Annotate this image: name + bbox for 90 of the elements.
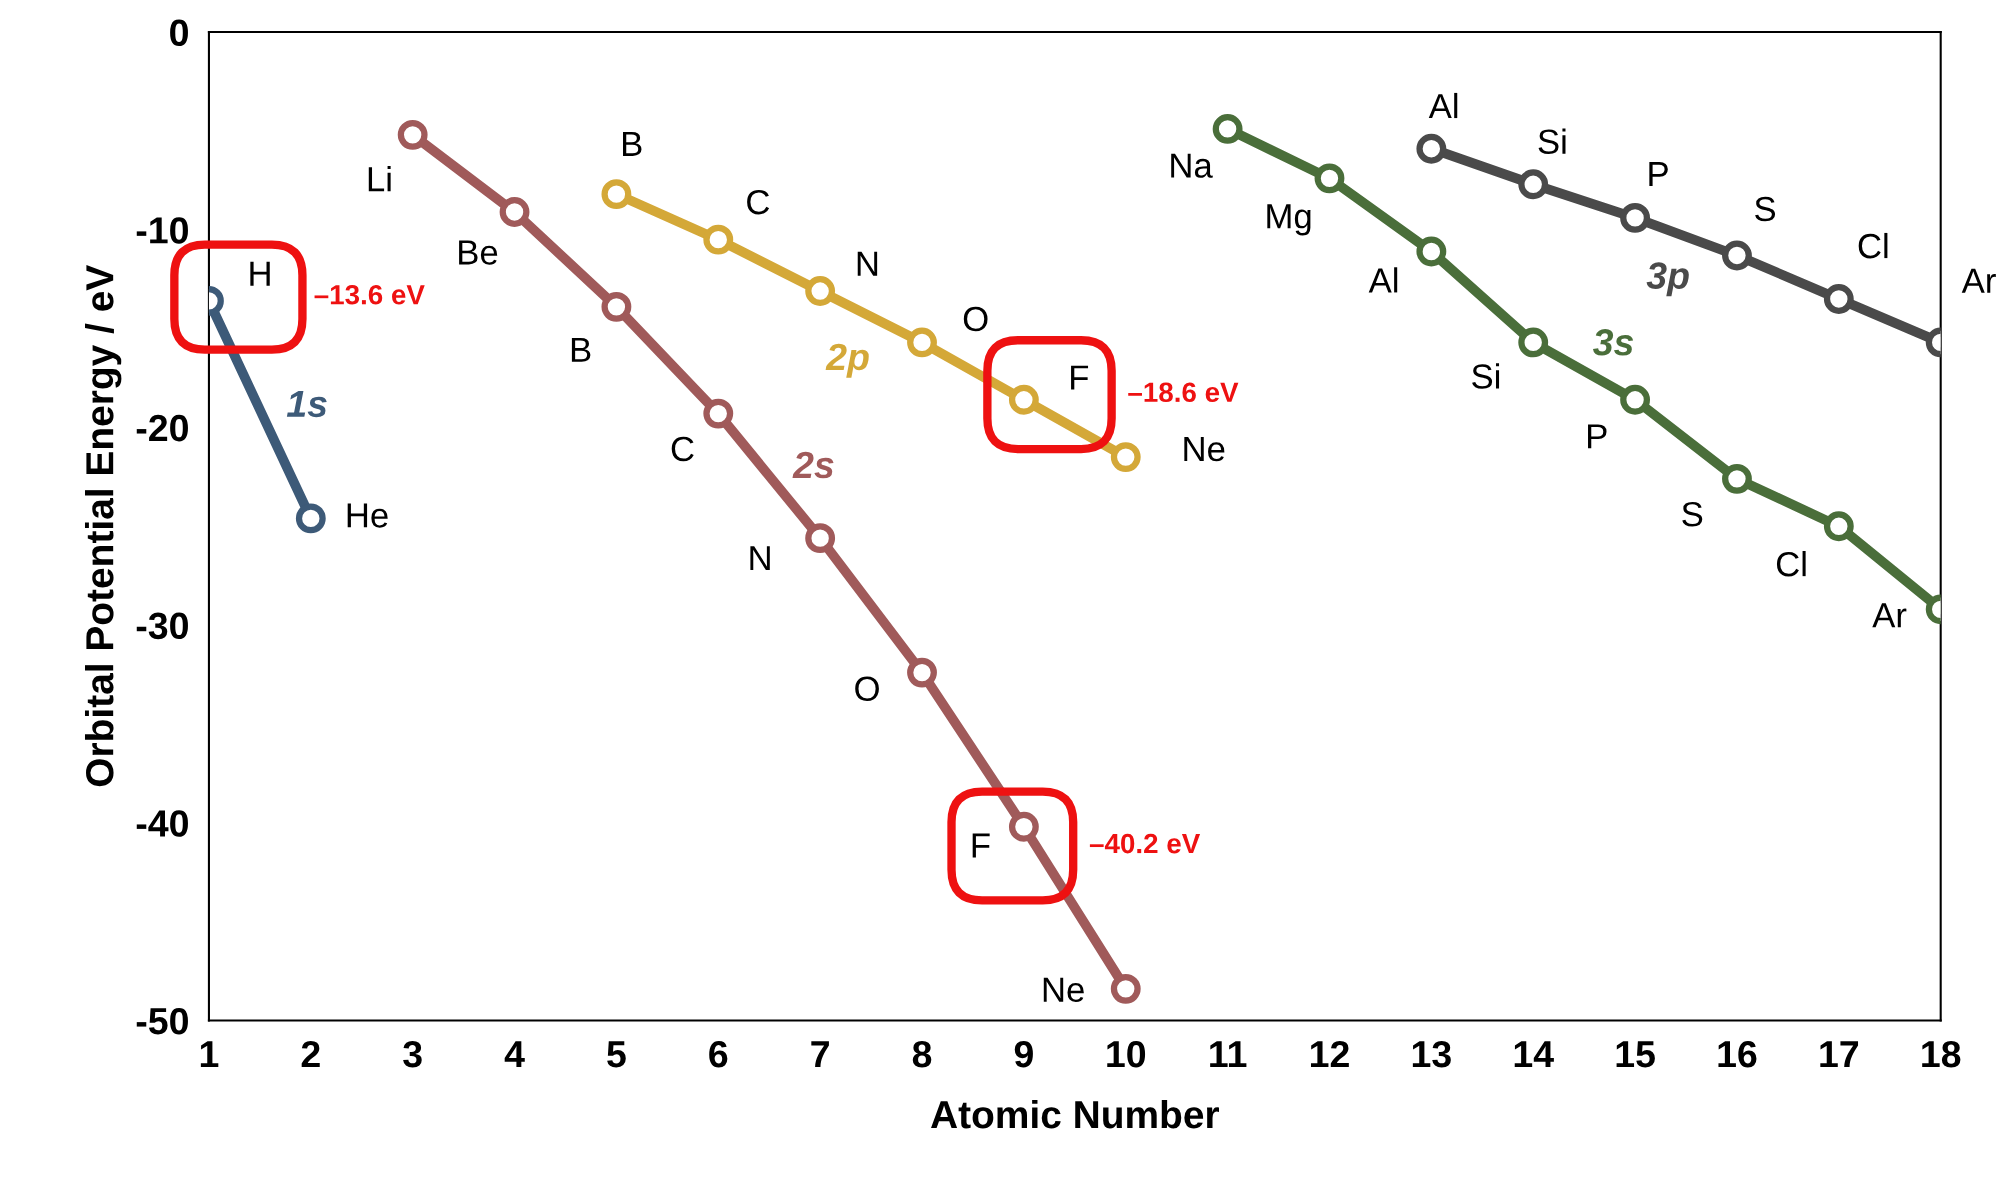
point	[907, 327, 937, 358]
annotation: –40.2 eV	[1089, 833, 1201, 854]
point	[1008, 811, 1039, 842]
annotation: C	[671, 436, 694, 462]
annotation: P	[1588, 424, 1607, 449]
annotation: Ar	[1872, 603, 1907, 628]
annotation: Si	[1538, 128, 1566, 154]
point	[1416, 236, 1447, 267]
annotation: Ar	[1961, 268, 1996, 293]
annotation: B	[623, 131, 642, 156]
point	[1518, 327, 1549, 358]
point	[1620, 384, 1651, 415]
point	[805, 523, 836, 554]
annotation: Na	[1171, 153, 1213, 178]
annotation: Al	[1428, 92, 1458, 119]
x-tick-label: 6	[709, 1040, 728, 1068]
annotation: Mg	[1267, 204, 1311, 236]
y-axis-title: Orbital Potential Energy / eV	[84, 265, 122, 787]
annotation: Al	[1368, 267, 1398, 293]
y-tick-label: 0	[170, 19, 188, 47]
annotation: O	[963, 306, 988, 332]
point	[805, 276, 836, 306]
annotation: H	[250, 261, 270, 286]
point	[1416, 133, 1447, 164]
point	[1110, 973, 1141, 1004]
annotation: –18.6 eV	[1128, 382, 1239, 403]
point	[397, 119, 428, 150]
point	[1722, 463, 1752, 494]
point	[1823, 284, 1854, 314]
x-tick-label: 17	[1820, 1041, 1859, 1068]
series-label: 2p	[825, 343, 869, 378]
x-tick-label: 12	[1310, 1040, 1349, 1068]
point	[1823, 511, 1854, 542]
annotation: Si	[1472, 363, 1500, 389]
x-tick-label: 1	[200, 1041, 219, 1068]
series-label: 3p	[1646, 262, 1689, 297]
x-tick-label: 16	[1718, 1040, 1757, 1068]
annotation: He	[347, 503, 388, 528]
y-tick-label: -20	[136, 414, 188, 442]
point	[601, 179, 632, 210]
point	[1722, 240, 1752, 271]
point	[703, 224, 734, 255]
annotation: –13.6 eV	[314, 284, 425, 305]
annotation: B	[571, 337, 591, 362]
x-tick-label: 7	[811, 1041, 829, 1068]
x-tick-label: 9	[1014, 1040, 1033, 1068]
annotation: Be	[459, 240, 498, 265]
x-axis-title: Atomic Number	[931, 1099, 1219, 1129]
annotation: C	[747, 189, 770, 215]
point	[1314, 163, 1345, 194]
point	[499, 197, 530, 227]
point	[1008, 384, 1039, 415]
annotation: Cl	[1776, 550, 1806, 577]
annotation: N	[857, 251, 878, 276]
x-tick-label: 2	[301, 1040, 320, 1068]
point	[1518, 169, 1549, 200]
x-tick-label: 4	[504, 1041, 525, 1068]
x-tick-label: 14	[1514, 1041, 1554, 1068]
x-tick-label: 15	[1616, 1041, 1655, 1068]
annotation: P	[1649, 162, 1668, 186]
point	[1110, 442, 1141, 473]
x-tick-label: 10	[1107, 1040, 1146, 1068]
annotation: S	[1755, 196, 1776, 222]
y-tick-label: -40	[136, 810, 188, 837]
annotation: Cl	[1858, 232, 1888, 259]
annotation: S	[1682, 501, 1703, 527]
point	[907, 657, 937, 688]
point	[1212, 114, 1243, 144]
series-label: 3s	[1592, 329, 1634, 356]
annotation: Ne	[1043, 977, 1084, 1003]
point	[703, 398, 734, 429]
x-tick-label: 3	[403, 1040, 422, 1068]
y-tick-label: -30	[136, 612, 188, 640]
annotation: F	[972, 833, 990, 858]
point	[601, 291, 632, 322]
annotation: F	[1071, 365, 1089, 390]
annotation: N	[750, 546, 770, 571]
series-label: 2s	[792, 451, 834, 479]
annotation: O	[855, 676, 879, 702]
x-tick-label: 8	[912, 1040, 932, 1068]
x-tick-label: 18	[1922, 1040, 1961, 1068]
annotation: Li	[368, 165, 391, 192]
x-tick-label: 11	[1210, 1041, 1247, 1068]
point	[1620, 202, 1651, 233]
y-tick-label: -50	[136, 1007, 188, 1035]
x-tick-label: 13	[1412, 1040, 1451, 1068]
annotation: Ne	[1184, 437, 1225, 462]
x-tick-label: 5	[607, 1041, 626, 1068]
series-label: 1s	[286, 390, 327, 418]
y-tick-label: -10	[136, 217, 188, 244]
